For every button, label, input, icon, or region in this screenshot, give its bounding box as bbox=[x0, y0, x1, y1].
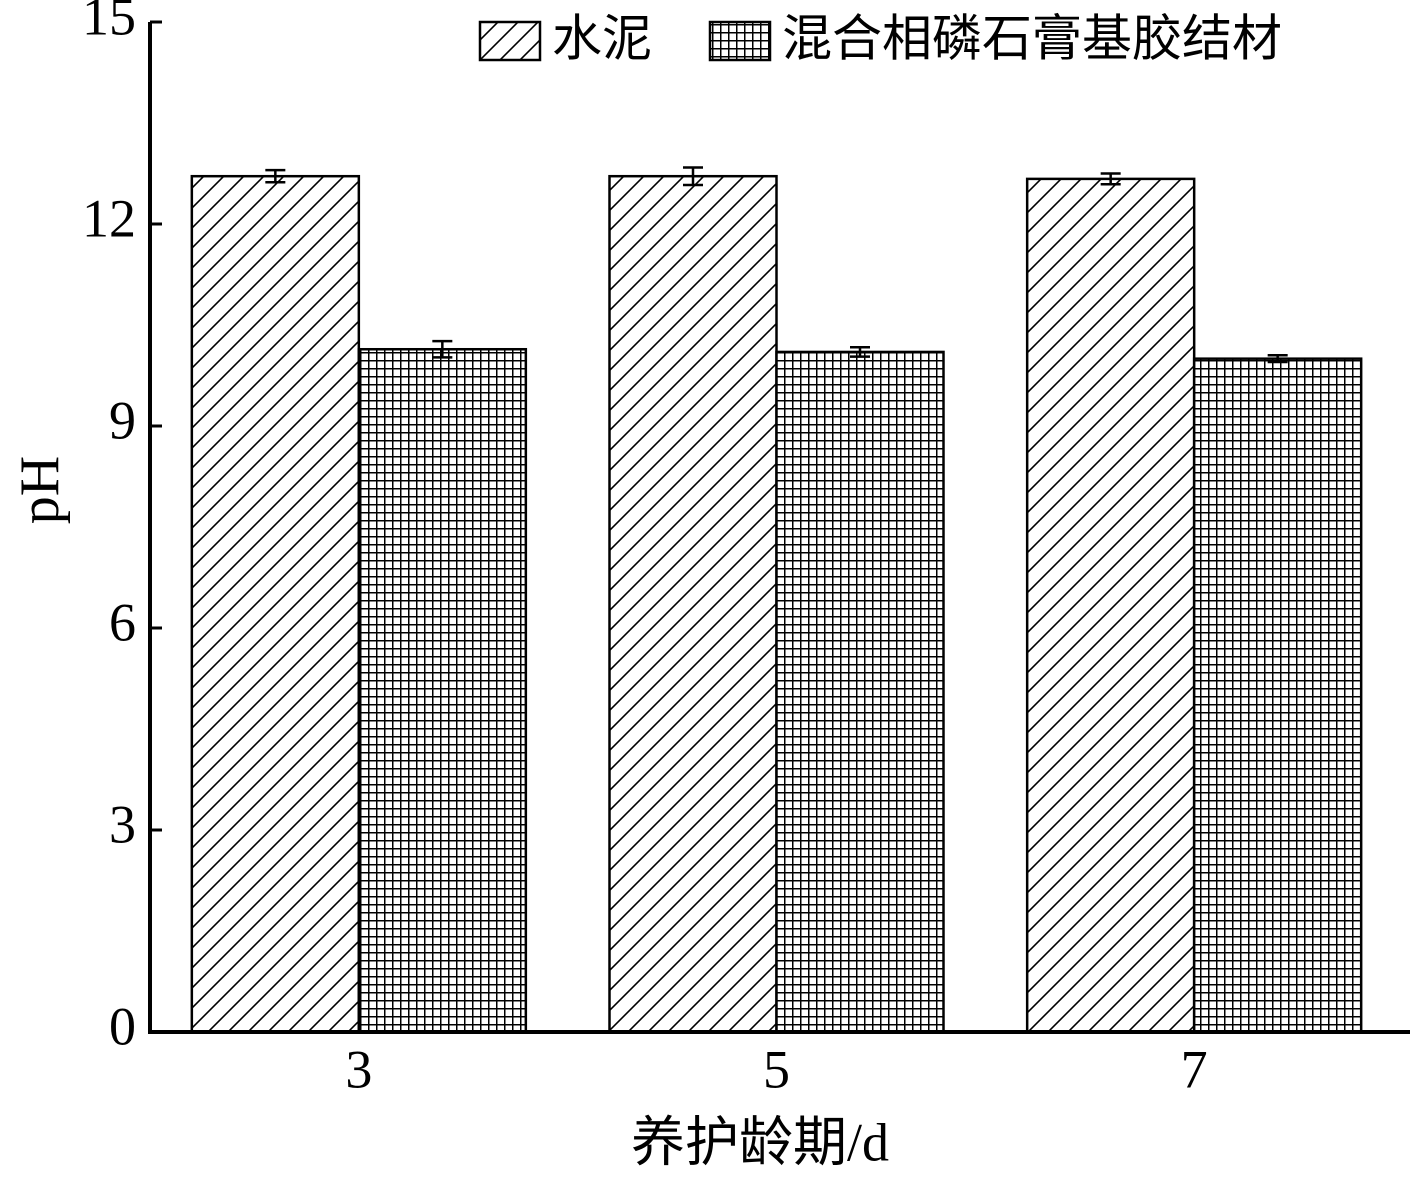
x-tick-label: 5 bbox=[763, 1039, 790, 1099]
x-axis-title: 养护龄期/d bbox=[631, 1112, 889, 1172]
y-tick-label: 6 bbox=[109, 592, 136, 652]
error-bar bbox=[1100, 172, 1121, 186]
error-bar bbox=[265, 168, 286, 184]
error-bar bbox=[683, 166, 703, 187]
bar bbox=[1192, 357, 1363, 1034]
x-tick-label: 3 bbox=[345, 1039, 372, 1099]
bar bbox=[357, 347, 528, 1034]
bar bbox=[190, 174, 361, 1034]
bar bbox=[775, 350, 945, 1034]
y-tick-label: 3 bbox=[109, 794, 136, 854]
bar bbox=[1025, 177, 1196, 1034]
legend-swatch bbox=[478, 20, 542, 62]
y-axis-title: pH bbox=[9, 456, 71, 524]
y-tick-label: 9 bbox=[109, 390, 136, 450]
y-tick-label: 12 bbox=[82, 188, 136, 248]
y-tick-label: 15 bbox=[82, 0, 136, 46]
legend-label: 水泥 bbox=[552, 10, 652, 66]
y-tick-label: 0 bbox=[109, 996, 136, 1056]
bar bbox=[608, 174, 778, 1034]
legend-label: 混合相磷石膏基胶结材 bbox=[782, 10, 1282, 66]
x-tick-label: 7 bbox=[1181, 1039, 1208, 1099]
error-bar bbox=[1267, 354, 1288, 364]
error-bar bbox=[432, 339, 453, 359]
legend-swatch bbox=[708, 20, 772, 62]
error-bar bbox=[850, 345, 870, 358]
